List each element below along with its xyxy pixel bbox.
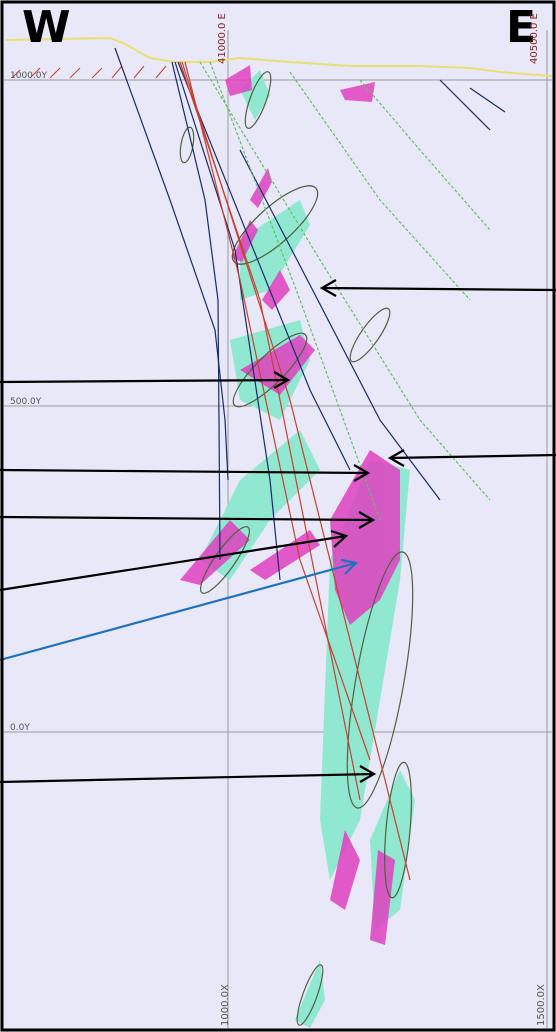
arrow-4	[0, 464, 371, 482]
arrow-7-blue	[0, 558, 359, 662]
y-label-1000: 1000.0Y	[10, 71, 47, 81]
arrow-8	[0, 765, 377, 784]
east-label: E	[506, 2, 537, 53]
drill-holes	[114, 47, 506, 881]
topography-line	[5, 36, 553, 77]
x-label-1000: 1000.0X	[220, 984, 231, 1026]
y-label-0: 0.0Y	[10, 723, 30, 733]
y-label-500: 500.0Y	[10, 397, 42, 407]
easting-label-41000: 41000.0 E	[217, 13, 228, 64]
arrow-1	[319, 279, 556, 297]
arrow-2	[0, 371, 291, 389]
arrow-5	[0, 511, 376, 529]
surface-drill-traces	[11, 65, 167, 79]
easting-label-40500: 40500.0 E	[529, 13, 540, 64]
arrow-6	[0, 529, 349, 592]
west-label: W	[22, 2, 71, 53]
arrow-3	[387, 449, 556, 467]
x-label-1500: 1500.0X	[536, 984, 547, 1026]
annotation-arrows	[0, 279, 556, 784]
